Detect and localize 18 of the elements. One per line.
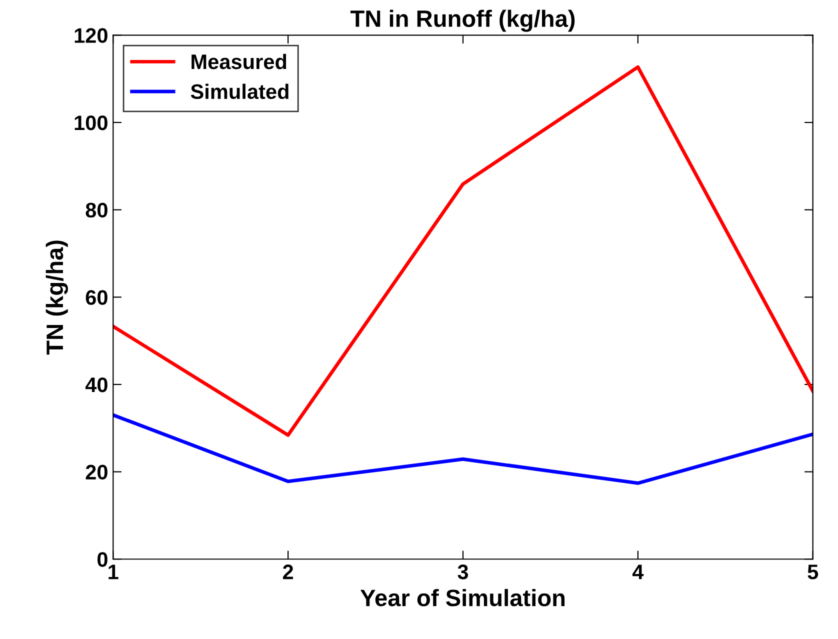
x-tick-label: 3: [458, 564, 468, 580]
x-tick-label: 1: [108, 564, 118, 580]
legend-label: Simulated: [190, 84, 288, 100]
x-tick-label: 4: [632, 564, 644, 580]
chart-title: TN in Runoff (kg/ha): [350, 10, 575, 32]
y-tick-label: 100: [74, 115, 108, 130]
x-axis-title: Year of Simulation: [360, 588, 565, 606]
y-tick-label: 40: [85, 377, 108, 392]
x-tick-label: 2: [282, 564, 294, 580]
y-tick-label: 60: [86, 290, 108, 305]
y-tick-label: 0: [98, 552, 108, 567]
y-tick-label: 120: [74, 28, 108, 43]
y-tick-label: 80: [86, 202, 108, 218]
legend-label: Measured: [192, 54, 286, 70]
x-tick-label: 5: [808, 564, 818, 580]
y-axis-title: TN (kg/ha): [46, 240, 68, 355]
line-series: [113, 413, 813, 485]
y-tick-label: 20: [86, 464, 108, 480]
